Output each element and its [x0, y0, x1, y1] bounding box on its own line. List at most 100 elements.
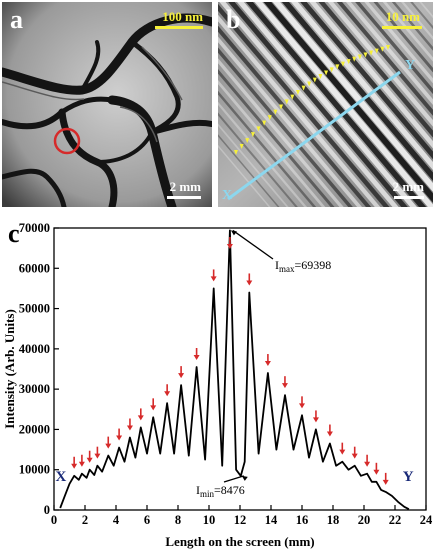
- peak-arrow: [193, 347, 200, 360]
- fringe-marker: [318, 73, 323, 79]
- panel-a-label: a: [10, 5, 23, 34]
- x-tick-label: 6: [144, 513, 150, 527]
- fringe-marker: [346, 59, 351, 65]
- panel-b-scale-top-bar: [382, 26, 422, 29]
- fringe-marker: [239, 144, 244, 150]
- panel-a-image: [2, 2, 212, 207]
- panel-a-scale-top-bar: [155, 26, 203, 29]
- peak-arrow: [126, 418, 133, 431]
- peak-arrow: [150, 398, 157, 411]
- svg-text:Imin=8476: Imin=8476: [196, 483, 245, 499]
- peak-arrow: [116, 428, 123, 441]
- peak-arrow: [94, 446, 101, 459]
- profile-line: [227, 70, 401, 201]
- x-tick-label: 4: [113, 513, 120, 527]
- profile-end-label: Y: [405, 58, 416, 73]
- y-tick-label: 60000: [19, 261, 50, 275]
- fringe-marker: [329, 67, 334, 73]
- intensity-series-line: [59, 229, 410, 510]
- fringe-marker: [250, 132, 255, 138]
- peak-arrow: [281, 376, 288, 389]
- x-tick-label: 10: [203, 513, 216, 527]
- svg-text:Imax=69398: Imax=69398: [275, 258, 331, 274]
- y-tick-label: 40000: [19, 342, 50, 356]
- panel-b-scale-top-label: 10 nm: [385, 9, 420, 24]
- fringe-marker: [262, 120, 267, 126]
- x-tick-label: 2: [82, 513, 88, 527]
- x-axis-title: Length on the screen (mm): [165, 534, 314, 549]
- fringe-marker: [256, 126, 261, 132]
- fringe-marker: [234, 150, 238, 155]
- fringe-marker: [290, 94, 295, 100]
- panel-b-micrograph: b 10 nm 2 mm X Y: [218, 2, 433, 207]
- y-axis-title: Intensity (Arb. Units): [2, 309, 17, 429]
- fringe-marker: [267, 115, 272, 121]
- panel-b-scale-bottom-bar: [394, 196, 424, 199]
- y-tick-label: 0: [44, 503, 50, 517]
- y-tick-label: 20000: [19, 422, 50, 436]
- y-tick-label: 70000: [19, 221, 50, 235]
- plot-frame: [53, 227, 427, 511]
- x-tick-label: 8: [175, 513, 181, 527]
- peak-arrow: [78, 454, 85, 467]
- x-tick-label: 18: [327, 513, 340, 527]
- fringe-marker: [279, 104, 284, 110]
- peak-arrow: [339, 442, 346, 455]
- fringe-marker: [273, 109, 278, 115]
- peak-arrow: [326, 424, 333, 437]
- peak-arrow: [226, 237, 233, 249]
- profile-start-label: X: [222, 188, 233, 203]
- chart-endpoint-x-label: X: [56, 469, 67, 485]
- imax-annotation: Imax=69398: [230, 229, 331, 274]
- peak-arrow: [373, 462, 380, 475]
- peak-arrow: [246, 273, 253, 286]
- fringe-marker: [301, 85, 306, 91]
- fringe-peak-markers: [234, 45, 390, 155]
- y-tick-label: 30000: [19, 382, 50, 396]
- fringe-marker: [380, 46, 385, 52]
- peak-arrow: [351, 446, 358, 459]
- x-tick-label: 20: [358, 513, 371, 527]
- fringe-marker: [374, 48, 379, 54]
- chart-endpoint-y-label: Y: [403, 469, 414, 485]
- peak-arrow: [137, 408, 144, 421]
- x-tick-label: 16: [296, 513, 309, 527]
- peak-arrow: [264, 354, 271, 367]
- fringe-marker: [312, 77, 317, 83]
- panel-a-micrograph: a 100 nm 2 mm: [2, 2, 212, 207]
- fringe-marker: [307, 81, 312, 87]
- fringe-marker: [357, 54, 362, 60]
- peak-arrow: [86, 450, 93, 463]
- peak-arrow: [364, 454, 371, 467]
- peak-arrow: [71, 456, 78, 469]
- y-tick-label: 10000: [19, 463, 50, 477]
- fringe-marker: [340, 61, 345, 67]
- circle-marker: [53, 127, 81, 155]
- peak-arrow: [210, 269, 217, 282]
- peak-arrow: [382, 472, 389, 485]
- peak-arrow: [312, 410, 319, 423]
- panel-a-scale-top-label: 100 nm: [162, 9, 203, 24]
- panel-b-scale-bottom-label: 2 mm: [392, 179, 424, 194]
- fringe-marker: [295, 89, 300, 95]
- fringe-marker: [245, 138, 250, 144]
- panel-c-label: c: [8, 219, 20, 248]
- panel-a-scale-bottom-bar: [167, 196, 201, 199]
- x-tick-label: 24: [420, 513, 433, 527]
- fringe-marker: [335, 64, 340, 70]
- x-tick-label: 22: [389, 513, 402, 527]
- x-tick-label: 12: [234, 513, 247, 527]
- fringe-marker: [369, 50, 374, 56]
- peak-arrow: [164, 384, 171, 397]
- panel-b-image: [218, 2, 433, 207]
- peak-arrow: [178, 366, 185, 379]
- fringe-marker: [363, 52, 368, 58]
- x-tick-label: 0: [51, 513, 57, 527]
- panel-a-scale-bottom-label: 2 mm: [169, 179, 201, 194]
- peak-arrow: [105, 436, 112, 449]
- panel-b-label: b: [226, 5, 241, 34]
- x-tick-label: 14: [265, 513, 278, 527]
- intensity-profile-chart: c 0 10000 20000 30000 40000 50000 60000 70000 0…: [2, 219, 433, 549]
- imin-annotation: Imin=8476: [196, 475, 248, 499]
- fringe-marker: [324, 70, 329, 76]
